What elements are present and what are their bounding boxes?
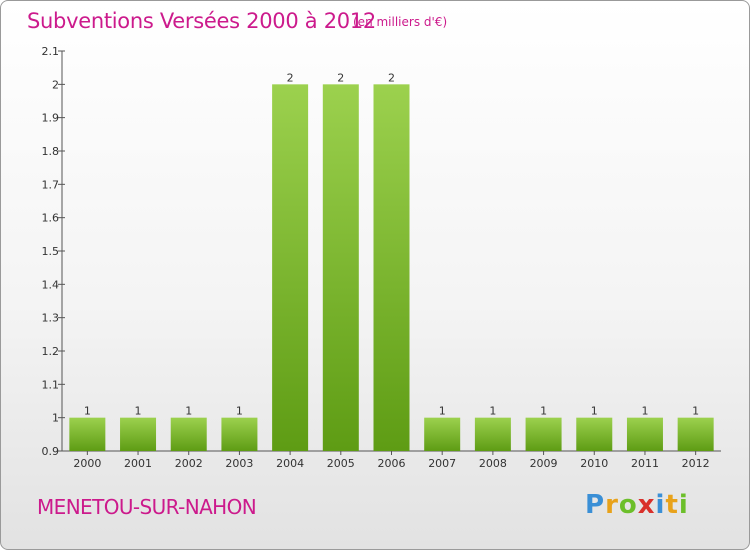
bar-2012: [677, 417, 714, 451]
logo-letter: o: [618, 490, 638, 520]
y-tick-label: 0.9: [42, 445, 60, 458]
chart-unit: (en milliers d'€): [353, 15, 448, 29]
logo-letter: P: [585, 490, 606, 520]
y-tick-label: 1.2: [42, 345, 60, 358]
data-label: 2: [287, 71, 294, 84]
x-tick-label: 2008: [479, 457, 507, 470]
chart-bars: [69, 84, 714, 451]
x-tick-label: 2004: [276, 457, 304, 470]
data-label: 1: [236, 405, 243, 418]
bar-2006: [373, 84, 410, 451]
data-label: 1: [185, 405, 192, 418]
y-tick-label: 1.4: [42, 278, 60, 291]
y-tick-label: 1: [52, 412, 59, 425]
commune-name: MENETOU-SUR-NAHON: [37, 495, 257, 519]
data-label: 1: [641, 405, 648, 418]
x-tick-label: 2005: [327, 457, 355, 470]
bar-2009: [525, 417, 562, 451]
y-tick-label: 1.6: [42, 212, 60, 225]
bar-2004: [272, 84, 309, 451]
y-tick-label: 1.9: [42, 112, 60, 125]
y-tick-label: 1.1: [42, 378, 60, 391]
x-tick-label: 2009: [530, 457, 558, 470]
y-tick-label: 1.8: [42, 145, 60, 158]
x-tick-label: 2010: [580, 457, 608, 470]
y-tick-label: 1.5: [42, 245, 60, 258]
y-tick-label: 1.7: [42, 178, 60, 191]
bar-2010: [576, 417, 613, 451]
y-tick-label: 1.3: [42, 312, 60, 325]
data-label: 1: [439, 405, 446, 418]
bar-2011: [626, 417, 663, 451]
x-tick-label: 2001: [124, 457, 152, 470]
data-label: 2: [337, 71, 344, 84]
x-tick-label: 2000: [73, 457, 101, 470]
data-label: 1: [489, 405, 496, 418]
bar-2001: [120, 417, 157, 451]
y-tick-label: 2: [52, 78, 59, 91]
bar-2002: [170, 417, 207, 451]
bar-2003: [221, 417, 258, 451]
x-tick-label: 2007: [428, 457, 456, 470]
logo-letter: r: [605, 490, 619, 520]
x-tick-label: 2006: [378, 457, 406, 470]
y-tick-label: 2.1: [42, 45, 60, 58]
bar-2007: [424, 417, 461, 451]
logo-letter: i: [678, 490, 689, 520]
data-label: 1: [540, 405, 547, 418]
chart-title: Subventions Versées 2000 à 2012: [27, 9, 376, 33]
logo-letter: i: [655, 490, 666, 520]
chart-labels: 2000 1 2001 1 2002 1 2003 1 2004 2 2005 2 2006 2 2007 1…: [73, 71, 709, 470]
bar-2005: [322, 84, 359, 451]
logo-letter: x: [637, 490, 656, 520]
x-tick-label: 2012: [682, 457, 710, 470]
logo-letter: t: [665, 490, 679, 520]
proxiti-logo: Proxiti: [585, 490, 689, 520]
x-tick-label: 2011: [631, 457, 659, 470]
bar-2000: [69, 417, 106, 451]
data-label: 1: [591, 405, 598, 418]
x-tick-label: 2002: [175, 457, 203, 470]
bar-2008: [474, 417, 511, 451]
data-label: 1: [692, 405, 699, 418]
data-label: 1: [135, 405, 142, 418]
x-tick-label: 2003: [225, 457, 253, 470]
data-label: 1: [84, 405, 91, 418]
data-label: 2: [388, 71, 395, 84]
